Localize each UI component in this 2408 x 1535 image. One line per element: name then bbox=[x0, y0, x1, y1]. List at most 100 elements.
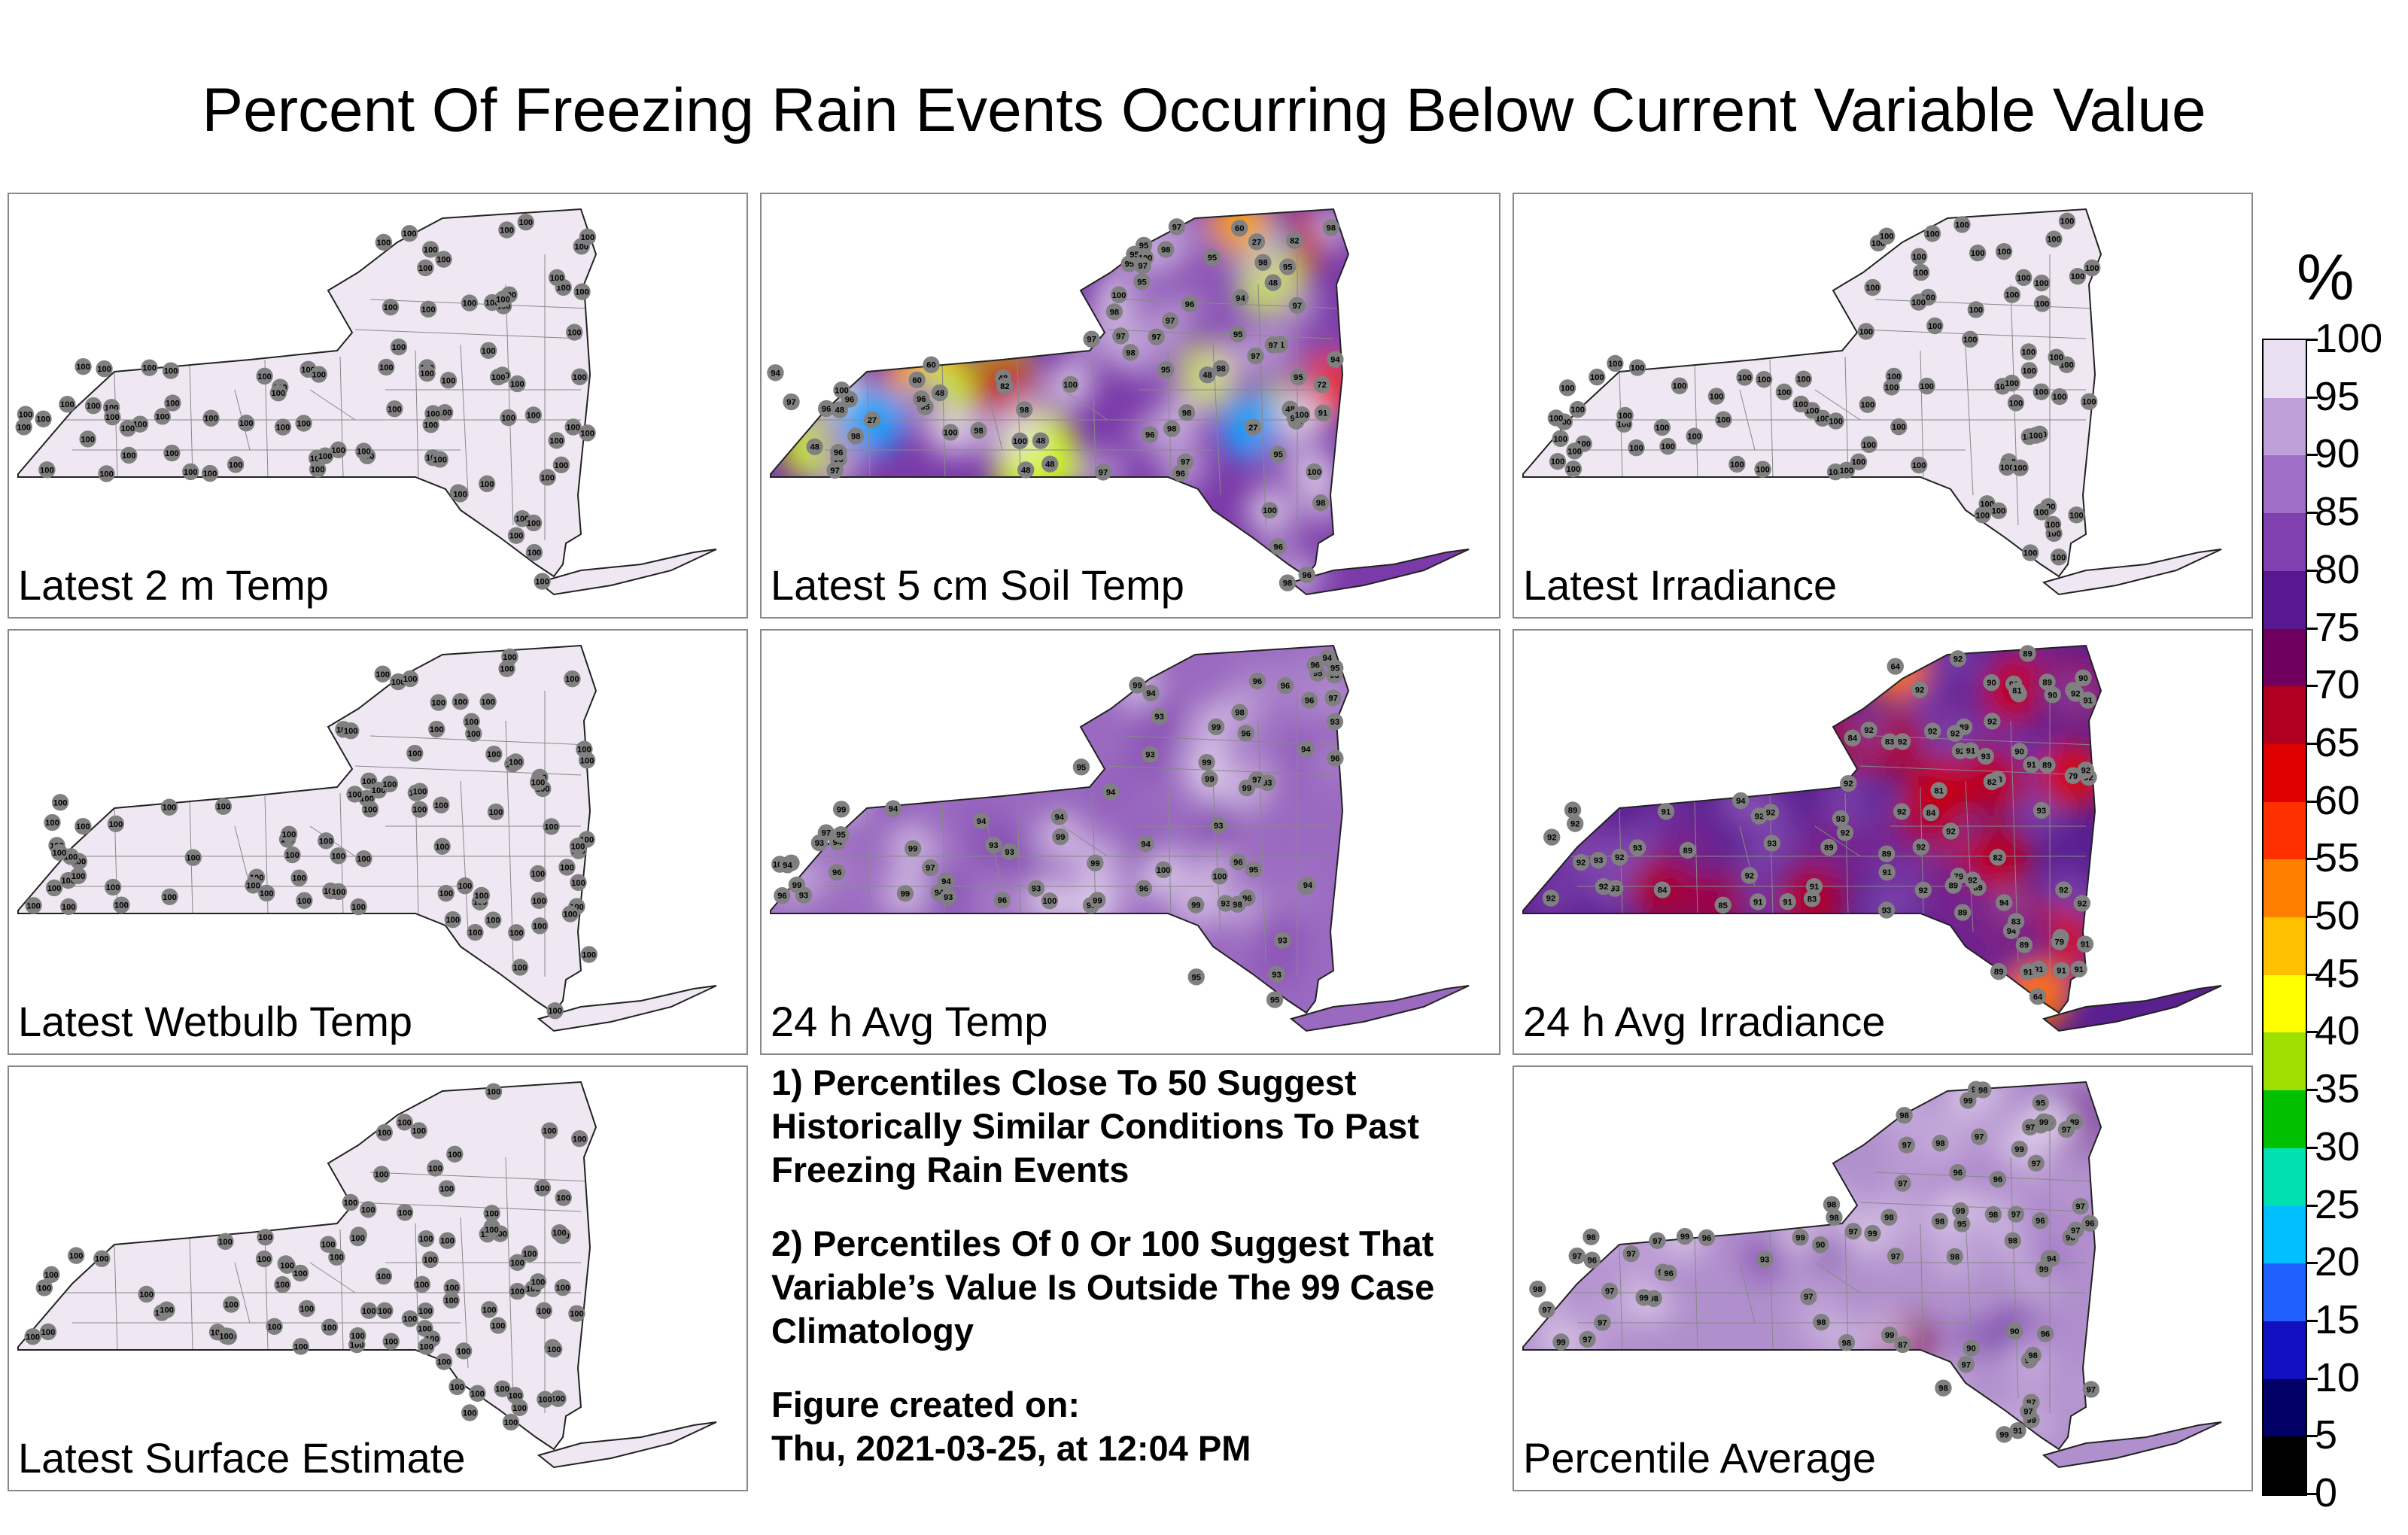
station-value: 100 bbox=[1794, 400, 1808, 409]
station-marker: 95 bbox=[1245, 861, 1263, 878]
station-marker: 99 bbox=[1864, 1224, 1881, 1242]
colorbar-segment bbox=[2264, 801, 2306, 861]
county-line bbox=[354, 329, 582, 339]
station-value: 72 bbox=[1317, 381, 1326, 390]
station-value: 100 bbox=[331, 852, 345, 861]
station-value: 98 bbox=[1167, 425, 1176, 434]
station-value: 90 bbox=[2078, 674, 2087, 683]
station-marker: 100 bbox=[164, 394, 181, 412]
station-marker: 90 bbox=[1811, 1236, 1829, 1254]
colorbar-tick-mark bbox=[2307, 627, 2318, 630]
station-marker: 100 bbox=[435, 1353, 453, 1370]
station-marker: 100 bbox=[1293, 406, 1311, 424]
station-value: 96 bbox=[1310, 661, 1319, 670]
station-marker: 91 bbox=[1878, 863, 1896, 881]
station-marker: 100 bbox=[104, 878, 122, 896]
station-value: 97 bbox=[1891, 1252, 1900, 1261]
colorbar-segment bbox=[2264, 1378, 2306, 1438]
station-marker: 99 bbox=[1207, 718, 1225, 736]
station-marker: 100 bbox=[579, 228, 597, 246]
station-value: 99 bbox=[1133, 682, 1142, 691]
map-panel-1: 100 100 100 100 100 100 100 100 100 100 100 100 100 1… bbox=[8, 193, 748, 619]
county-line bbox=[2010, 1157, 2019, 1399]
station-marker: 100 bbox=[1775, 383, 1793, 401]
station-value: 97 bbox=[822, 829, 831, 838]
station-marker: 100 bbox=[416, 1320, 433, 1337]
station-marker: 96 bbox=[1583, 1251, 1601, 1269]
station-value: 92 bbox=[2059, 886, 2068, 895]
station-value: 48 bbox=[1202, 371, 1212, 380]
station-value: 48 bbox=[1021, 466, 1030, 475]
station-marker: 97 bbox=[2021, 1118, 2039, 1135]
station-value: 100 bbox=[403, 1315, 418, 1324]
station-marker: 94 bbox=[1995, 894, 2013, 911]
county-line bbox=[234, 825, 251, 887]
station-value: 100 bbox=[375, 1171, 389, 1180]
station-marker: 100 bbox=[1850, 453, 1868, 470]
colorbar-tick-mark bbox=[2307, 1377, 2318, 1380]
station-marker: 97 bbox=[2057, 1120, 2075, 1138]
station-marker: 100 bbox=[346, 786, 363, 803]
county-line bbox=[1739, 1262, 1756, 1324]
station-marker: 100 bbox=[50, 843, 68, 861]
station-marker: 100 bbox=[342, 1193, 360, 1211]
station-marker: 100 bbox=[350, 898, 367, 916]
station-marker: 97 bbox=[1957, 1356, 1975, 1373]
station-value: 100 bbox=[421, 305, 436, 315]
station-value: 100 bbox=[312, 371, 326, 380]
station-value: 98 bbox=[1817, 1318, 1826, 1327]
station-value: 100 bbox=[319, 837, 333, 846]
station-value: 95 bbox=[1957, 1220, 1966, 1229]
station-value: 60 bbox=[1235, 224, 1244, 233]
station-value: 100 bbox=[500, 665, 514, 674]
station-value: 100 bbox=[509, 929, 524, 938]
station-marker: 89 bbox=[1944, 877, 1963, 894]
station-value: 100 bbox=[424, 245, 438, 254]
station-value: 95 bbox=[1283, 263, 1292, 272]
station-value: 100 bbox=[392, 343, 406, 352]
colorbar-segment bbox=[2264, 628, 2306, 688]
station-marker: 100 bbox=[444, 910, 461, 929]
station-value: 94 bbox=[1141, 840, 1151, 849]
station-value: 100 bbox=[531, 1278, 546, 1287]
station-value: 94 bbox=[1999, 898, 2009, 907]
station-marker: 100 bbox=[1211, 868, 1229, 885]
state-outline bbox=[1289, 549, 1470, 596]
station-marker: 89 bbox=[1990, 962, 2008, 980]
station-value: 100 bbox=[41, 1328, 56, 1337]
station-value: 100 bbox=[160, 1306, 174, 1315]
station-marker: 100 bbox=[478, 475, 496, 493]
station-marker: 96 bbox=[774, 887, 791, 904]
station-value: 98 bbox=[1950, 1253, 1960, 1262]
station-value: 100 bbox=[463, 1409, 477, 1418]
state-outline bbox=[17, 208, 597, 578]
station-value: 100 bbox=[47, 884, 62, 893]
station-value: 48 bbox=[1269, 279, 1278, 288]
station-marker: 99 bbox=[904, 840, 922, 857]
station-value: 100 bbox=[512, 1404, 527, 1413]
figure-title: Percent Of Freezing Rain Events Occurrin… bbox=[202, 76, 2206, 144]
station-value: 100 bbox=[500, 226, 514, 235]
station-value: 100 bbox=[535, 578, 549, 587]
station-value: 100 bbox=[555, 461, 569, 470]
station-marker: 82 bbox=[1983, 773, 2001, 791]
station-marker: 83 bbox=[1880, 733, 1899, 750]
station-value: 99 bbox=[908, 845, 917, 854]
station-marker: 100 bbox=[531, 917, 549, 935]
station-marker: 100 bbox=[569, 837, 587, 855]
station-marker: 97 bbox=[1970, 1128, 1988, 1145]
station-value: 100 bbox=[1553, 435, 1567, 444]
station-marker: 99 bbox=[1201, 770, 1218, 788]
station-marker: 100 bbox=[2081, 393, 2098, 410]
station-value: 100 bbox=[582, 950, 596, 959]
station-marker: 100 bbox=[1707, 388, 1725, 405]
station-value: 100 bbox=[560, 864, 574, 873]
colorbar-segment bbox=[2264, 340, 2306, 399]
colorbar-tick-mark bbox=[2307, 1089, 2318, 1092]
station-value: 92 bbox=[1615, 853, 1624, 862]
station-value: 100 bbox=[44, 1271, 59, 1280]
colorbar-segment bbox=[2264, 1147, 2306, 1207]
station-marker: 98 bbox=[1229, 895, 1246, 913]
station-value: 100 bbox=[344, 727, 358, 736]
station-value: 98 bbox=[1586, 1233, 1595, 1242]
